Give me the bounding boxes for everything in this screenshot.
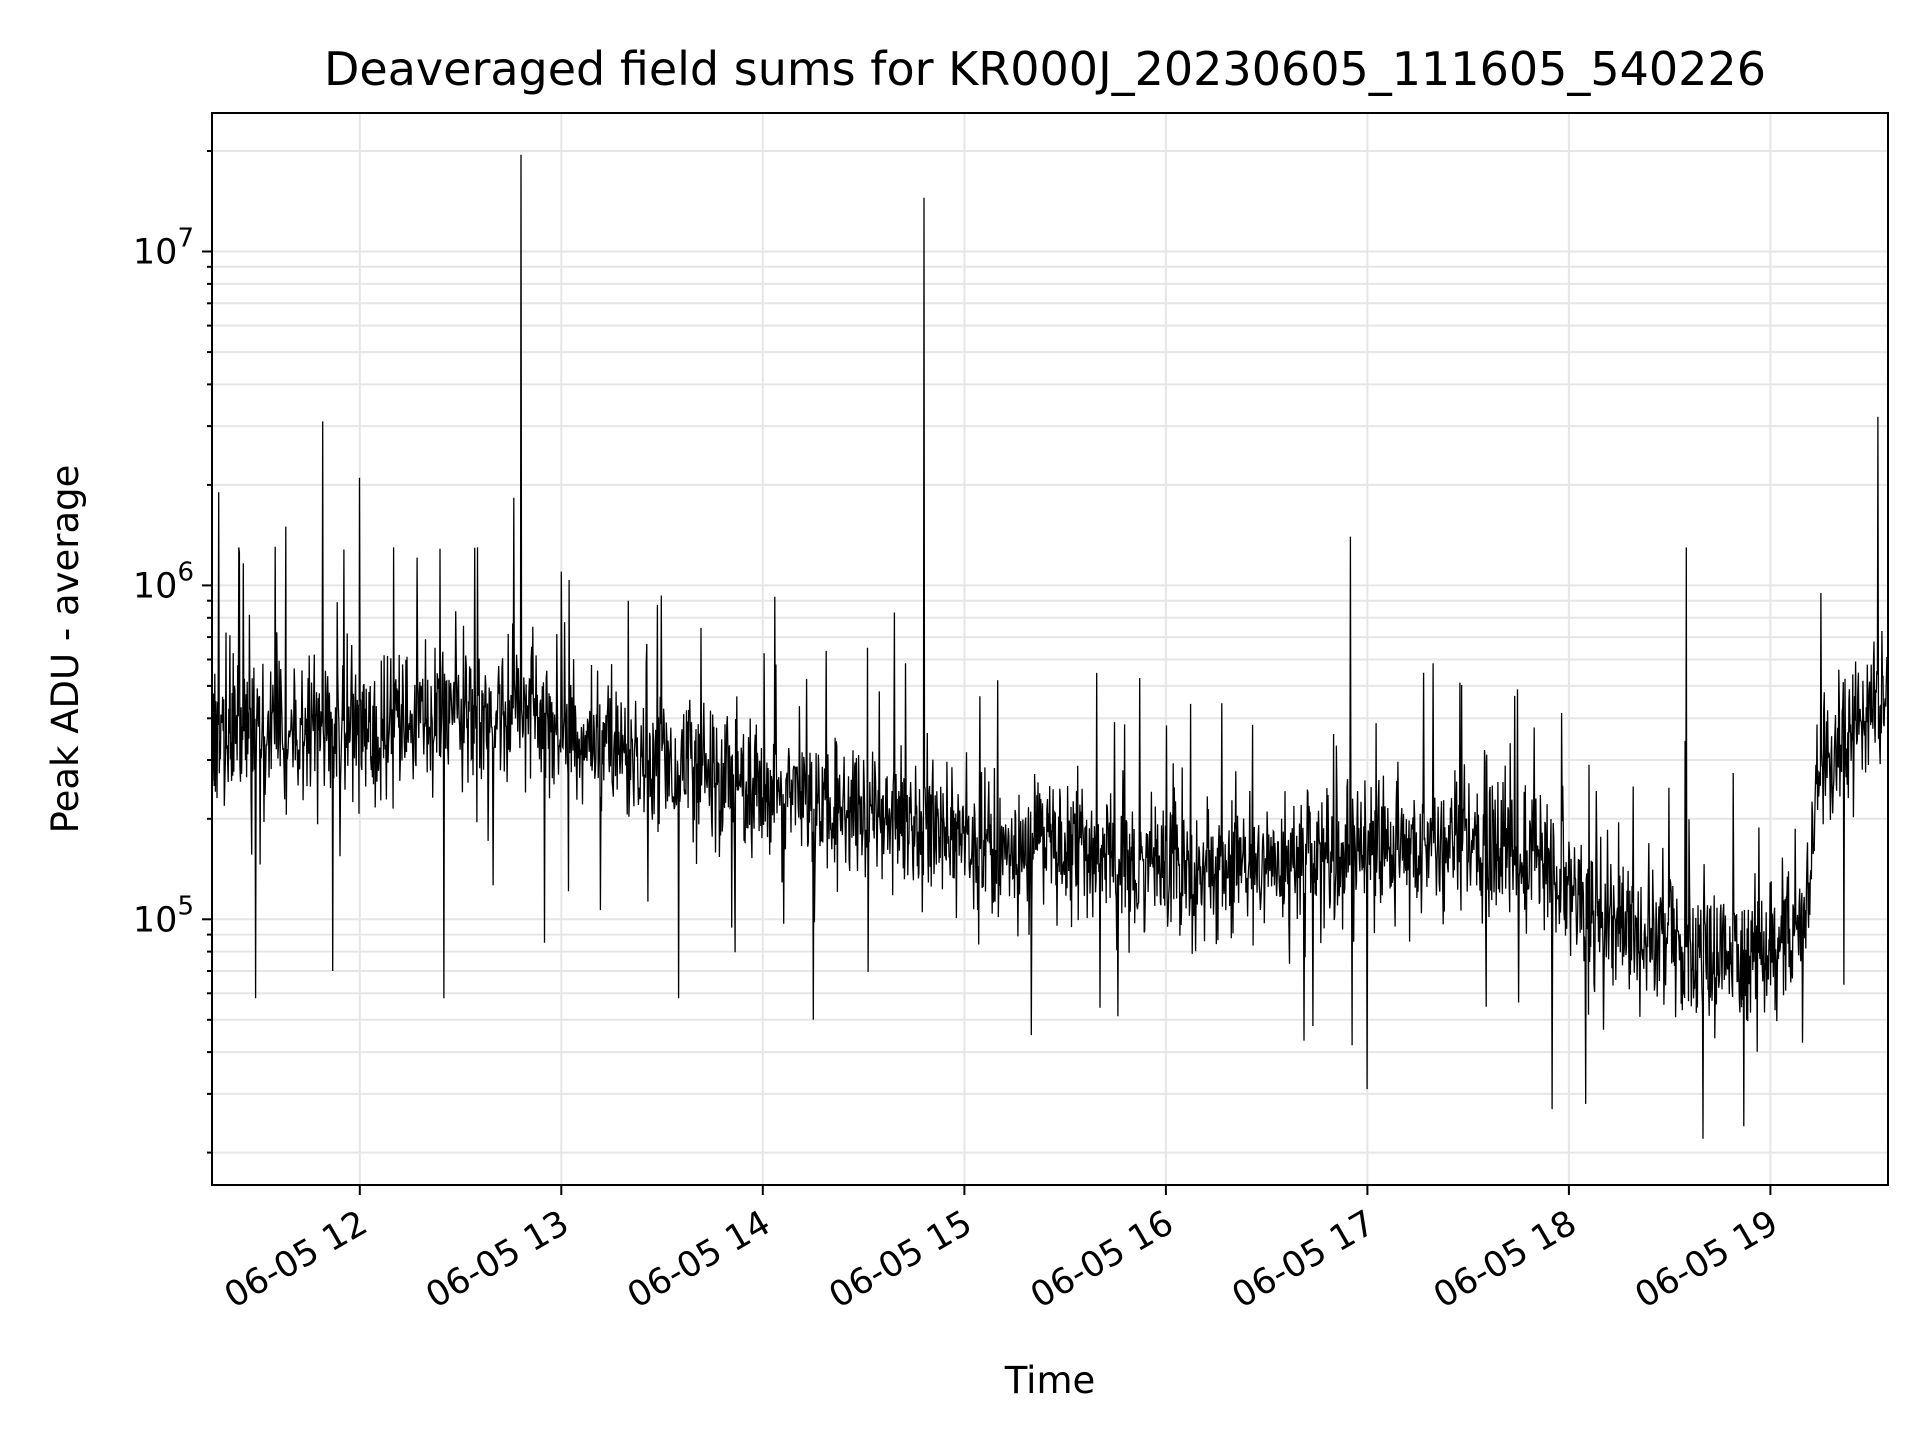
- x-tick-label: 06-05 15: [823, 1203, 979, 1316]
- y-tick-label: 105: [133, 891, 194, 940]
- y-tick-label: 107: [133, 224, 194, 273]
- y-tick-label: 106: [133, 557, 194, 606]
- series: [211, 154, 1889, 1139]
- series-line: [211, 154, 1889, 1139]
- plot-frame: [211, 112, 1889, 1186]
- x-axis: 06-05 12 06-05 13 06-05 14 06-05 15 06-05 16…: [218, 1185, 1785, 1316]
- x-tick-label: 06-05 19: [1629, 1203, 1785, 1316]
- x-tick-label: 06-05 18: [1427, 1203, 1583, 1316]
- x-tick-label: 06-05 14: [621, 1203, 777, 1316]
- x-tick-label: 06-05 17: [1226, 1203, 1382, 1316]
- x-axis-label: Time: [1004, 1359, 1096, 1402]
- x-tick-label: 06-05 13: [420, 1203, 576, 1316]
- y-axis-label: Peak ADU - average: [44, 465, 87, 834]
- x-tick-label: 06-05 16: [1024, 1203, 1180, 1316]
- chart-title: Deaveraged field sums for KR000J_2023060…: [324, 42, 1766, 96]
- x-tick-label: 06-05 12: [218, 1203, 374, 1316]
- y-axis: 105 106 107: [133, 150, 212, 1154]
